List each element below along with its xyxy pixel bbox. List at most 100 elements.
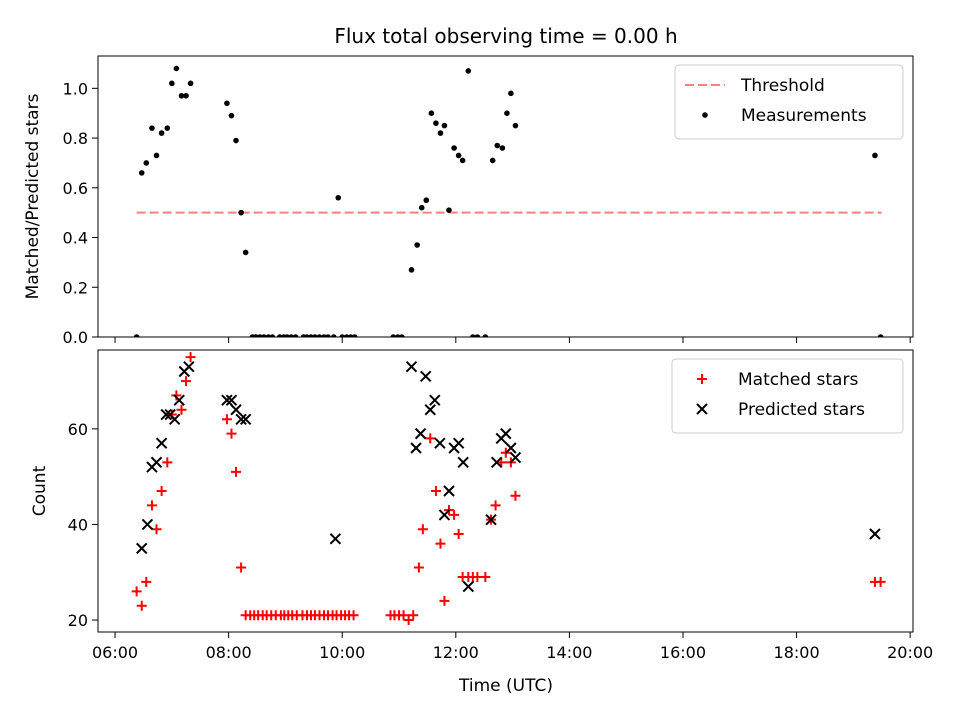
matched-star-point: [398, 610, 409, 621]
matched-star-point: [439, 595, 450, 606]
predicted-star-point: [485, 513, 497, 526]
measurement-point: [390, 334, 397, 337]
measurement-point: [312, 334, 318, 337]
legend: Matched stars Predicted stars: [671, 358, 904, 434]
matched-star-point: [453, 529, 464, 540]
matched-star-point: [510, 490, 521, 501]
legend-matched-swatch: [697, 374, 707, 384]
matched-star-point: [413, 562, 424, 573]
predicted-star-point: [235, 413, 247, 426]
y-axis-label: Count: [30, 465, 50, 516]
plot-area: [131, 352, 886, 626]
measurement-point: [351, 334, 358, 337]
matched-star-point: [146, 500, 157, 511]
measurement-point: [242, 249, 249, 256]
measurement-point: [499, 145, 506, 151]
measurement-point: [238, 209, 244, 216]
matched-star-point: [151, 524, 162, 535]
measurement-point: [418, 204, 425, 211]
measurement-point: [494, 142, 501, 149]
measurement-point: [877, 334, 884, 337]
matched-star-point: [156, 486, 167, 496]
measurement-point: [465, 68, 472, 74]
measurement-point: [158, 130, 165, 136]
bottom-panel: 20 40 60 06:00 08:00 10:00 12:00 14:00 16:00 18:0…: [30, 349, 933, 662]
axes-frame: [97, 349, 914, 633]
measurement-point: [224, 100, 230, 107]
chart-title: Flux total observing time = 0.00 h: [334, 24, 677, 48]
legend-label: Measurements: [741, 106, 867, 126]
measurement-point: [474, 334, 481, 337]
matched-star-point: [162, 457, 173, 468]
matched-star-point: [480, 572, 491, 583]
matched-star-point: [875, 576, 886, 587]
matched-star-point: [425, 433, 436, 444]
matched-star-point: [226, 428, 237, 439]
matched-star-point: [185, 352, 196, 363]
measurement-point: [261, 334, 267, 337]
measurement-point: [288, 334, 294, 337]
x-tick-label: 08:00: [206, 643, 252, 662]
predicted-star-point: [405, 361, 418, 373]
measurement-point: [504, 110, 510, 116]
legend-box: [674, 64, 904, 140]
x-tick-label: 18:00: [774, 643, 820, 662]
measurement-point: [138, 170, 145, 176]
predicted-star-point: [452, 437, 465, 449]
measurement-point: [133, 334, 140, 337]
x-tick-label: 20:00: [887, 643, 933, 662]
top-panel: 0.0 0.2 0.4 0.6 0.8 1.0 Matched/Predicted star…: [23, 55, 914, 347]
predicted-star-point: [438, 509, 451, 521]
legend-label: Threshold: [740, 76, 825, 96]
measurement-point: [441, 122, 448, 129]
predicted-star-point: [230, 404, 242, 416]
measurement-point: [489, 157, 496, 164]
matched-star-point: [408, 610, 419, 621]
legend-box: [671, 358, 904, 434]
measurement-point: [335, 194, 342, 201]
y-axis-label: Matched/Predicted stars: [23, 93, 43, 299]
measurement-point: [153, 152, 160, 159]
matched-star-point: [231, 466, 242, 477]
predicted-star-point: [869, 528, 881, 540]
predicted-star-point: [239, 413, 252, 426]
measurement-point: [325, 334, 331, 337]
x-tick-label: 12:00: [433, 643, 479, 662]
y-tick-label: 0.2: [63, 278, 88, 297]
predicted-star-point: [221, 394, 233, 406]
measurement-point: [330, 334, 337, 337]
predicted-star-point: [168, 413, 181, 426]
predicted-star-point: [505, 442, 517, 454]
matched-star-point: [490, 500, 501, 511]
measurement-point: [316, 334, 323, 337]
measurement-point: [482, 334, 489, 337]
matched-star-point: [181, 376, 192, 387]
x-tick-label: 10:00: [319, 643, 365, 662]
predicted-star-point: [419, 370, 432, 382]
predicted-star-point: [462, 580, 475, 593]
measurement-point: [233, 137, 239, 144]
predicted-star-point: [443, 485, 455, 497]
axes-frame: [97, 55, 914, 338]
measurement-point: [872, 152, 878, 159]
x-axis-label: Time (UTC): [458, 676, 553, 696]
measurement-point: [149, 125, 155, 131]
predicted-star-point: [434, 437, 446, 449]
measurement-point: [433, 120, 439, 126]
matched-star-point: [136, 600, 147, 611]
y-tick-label: 1.0: [63, 79, 88, 98]
measurement-point: [228, 112, 235, 119]
matched-star-point: [141, 576, 152, 587]
y-tick-label: 60: [68, 420, 88, 439]
predicted-star-point: [329, 533, 342, 545]
measurement-point: [399, 334, 405, 337]
predicted-star-point: [141, 518, 154, 531]
matched-star-point: [131, 586, 142, 597]
legend: Threshold Measurements: [674, 64, 904, 140]
x-tick-label: 14:00: [546, 643, 592, 662]
matched-star-point: [176, 404, 187, 415]
measurement-point: [423, 197, 430, 204]
predicted-star-point: [414, 427, 427, 440]
x-tick-label: 16:00: [660, 643, 706, 662]
